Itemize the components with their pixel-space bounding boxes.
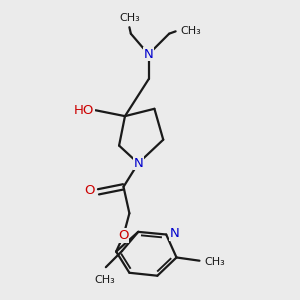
Text: CH₃: CH₃ [94,274,115,284]
Text: CH₃: CH₃ [205,256,226,267]
Text: O: O [84,184,95,197]
Text: CH₃: CH₃ [119,14,140,23]
Text: N: N [170,227,179,240]
Text: CH₃: CH₃ [180,26,201,36]
Text: HO: HO [74,104,94,117]
Text: O: O [118,229,129,242]
Text: N: N [133,157,143,170]
Text: N: N [144,48,153,61]
